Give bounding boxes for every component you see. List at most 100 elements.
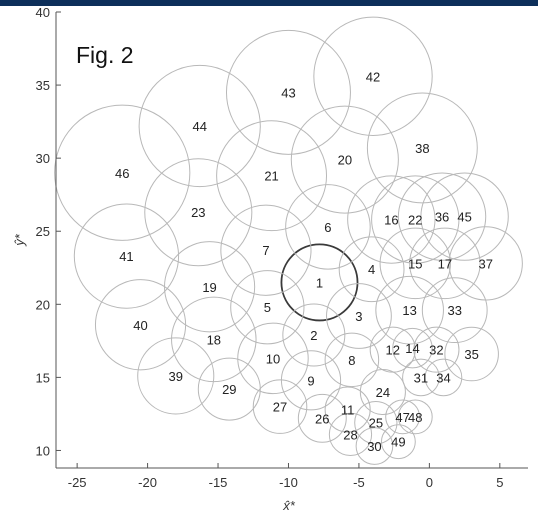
y-tick-label: 30 — [36, 151, 50, 166]
circle-label-6: 6 — [324, 220, 331, 235]
y-tick-label: 25 — [36, 224, 50, 239]
y-tick-label: 35 — [36, 78, 50, 93]
circle-32 — [413, 326, 460, 373]
circle-label-10: 10 — [266, 351, 280, 366]
circle-5 — [230, 270, 305, 345]
circle-label-1: 1 — [316, 275, 323, 290]
top-banner — [0, 0, 538, 6]
circle-7 — [220, 204, 312, 296]
circle-15 — [379, 227, 452, 300]
circle-label-11: 11 — [341, 403, 355, 418]
circle-36 — [397, 172, 487, 261]
circle-24 — [359, 368, 406, 416]
circle-47 — [385, 399, 421, 435]
circle-37 — [448, 226, 523, 301]
circle-40 — [94, 279, 187, 371]
circle-label-19: 19 — [202, 280, 216, 295]
circle-1 — [280, 243, 359, 322]
y-tick-label: 15 — [36, 370, 50, 385]
y-tick-label: 40 — [36, 5, 50, 20]
circle-6 — [285, 184, 371, 270]
circle-label-8: 8 — [348, 353, 355, 368]
figure-label: Fig. 2 — [76, 42, 134, 68]
circle-label-14: 14 — [405, 341, 419, 356]
circle-label-25: 25 — [369, 416, 383, 431]
circle-label-45: 45 — [457, 210, 471, 225]
circle-42 — [313, 16, 433, 136]
circle-30 — [355, 427, 394, 465]
y-tick-label: 20 — [36, 297, 50, 312]
circle-label-2: 2 — [310, 328, 317, 343]
x-tick-label: -5 — [353, 475, 365, 490]
circle-label-34: 34 — [436, 370, 450, 385]
circle-23 — [144, 158, 253, 267]
circle-28 — [328, 412, 373, 457]
circle-label-40: 40 — [133, 318, 147, 333]
circle-25 — [354, 401, 398, 445]
circle-label-23: 23 — [191, 205, 205, 220]
x-axis-label: x̂* — [282, 498, 296, 513]
circle-49 — [380, 424, 416, 460]
circle-label-5: 5 — [264, 300, 271, 315]
circle-3 — [326, 283, 392, 349]
circle-label-12: 12 — [386, 343, 400, 358]
circle-39 — [137, 337, 215, 415]
circle-label-36: 36 — [435, 210, 449, 225]
circle-2 — [282, 303, 346, 367]
x-tick-label: 0 — [426, 475, 433, 490]
circle-label-48: 48 — [408, 410, 422, 425]
circle-10 — [237, 322, 309, 395]
circle-label-37: 37 — [478, 256, 492, 271]
circle-labels-layer: 1234567891011121314151617181920212223242… — [115, 69, 493, 454]
circle-44 — [138, 64, 261, 188]
x-tick-label: 5 — [496, 475, 503, 490]
x-tick-label: -10 — [279, 475, 298, 490]
circle-11 — [324, 386, 371, 433]
circle-33 — [421, 277, 488, 344]
circle-48 — [397, 399, 433, 435]
circle-label-47: 47 — [395, 410, 409, 425]
x-tick-label: -25 — [68, 475, 87, 490]
circle-label-16: 16 — [384, 213, 398, 228]
circle-label-49: 49 — [391, 435, 405, 450]
circle-label-9: 9 — [307, 373, 314, 388]
circle-38 — [366, 92, 478, 204]
circle-label-18: 18 — [207, 332, 221, 347]
circle-label-42: 42 — [366, 69, 380, 84]
circle-16 — [347, 175, 436, 264]
circle-35 — [444, 326, 499, 382]
x-tick-label: -15 — [209, 475, 228, 490]
circle-label-44: 44 — [192, 119, 206, 134]
y-tick-label: 10 — [36, 443, 50, 458]
circle-27 — [252, 379, 308, 434]
circle-label-39: 39 — [169, 369, 183, 384]
circle-label-20: 20 — [338, 153, 352, 168]
circle-label-22: 22 — [408, 213, 422, 228]
circle-label-26: 26 — [315, 411, 329, 426]
circle-41 — [73, 203, 180, 309]
circle-43 — [225, 29, 351, 155]
circle-8 — [324, 332, 380, 388]
circle-label-21: 21 — [264, 169, 278, 184]
circle-20 — [290, 105, 399, 214]
circle-label-29: 29 — [222, 382, 236, 397]
circles-layer — [54, 16, 523, 465]
circle-label-13: 13 — [402, 303, 416, 318]
circle-29 — [197, 357, 261, 421]
circle-label-3: 3 — [355, 309, 362, 324]
circle-26 — [297, 393, 347, 443]
circle-label-41: 41 — [119, 249, 133, 264]
y-ticks: 10 15 20 25 30 35 40 — [36, 5, 61, 458]
circle-4 — [338, 236, 405, 303]
circle-31 — [402, 358, 440, 397]
circle-34 — [424, 358, 463, 397]
circle-label-46: 46 — [115, 166, 129, 181]
circle-21 — [216, 120, 328, 232]
x-ticks: -25 -20 -15 -10 -5 0 5 — [68, 463, 503, 490]
circle-46 — [54, 104, 191, 241]
circle-22 — [371, 175, 460, 264]
circle-label-4: 4 — [368, 262, 375, 277]
circle-label-15: 15 — [408, 256, 422, 271]
